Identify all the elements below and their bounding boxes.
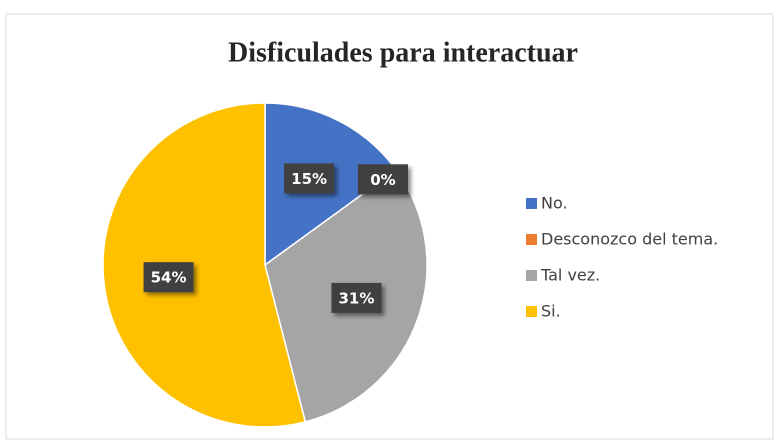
data-label-box [331, 282, 382, 313]
data-label: 0% [370, 171, 395, 189]
legend-swatch [526, 270, 537, 281]
legend-label: No. [541, 194, 568, 213]
legend-label: Tal vez. [540, 266, 600, 285]
legend-swatch [526, 198, 537, 209]
legend-label: Desconozco del tema. [541, 230, 718, 249]
data-label-box [357, 164, 408, 195]
data-label-box [143, 262, 194, 293]
legend-swatch [526, 306, 537, 317]
data-label: 15% [291, 170, 327, 188]
data-label: 54% [151, 269, 187, 287]
legend-label: Si. [541, 302, 561, 321]
legend-swatch [526, 234, 537, 245]
chart-title: Disficulades para interactuar [228, 37, 578, 68]
data-label: 31% [339, 289, 375, 307]
data-label-box [284, 163, 335, 194]
pie-slice [102, 102, 307, 428]
